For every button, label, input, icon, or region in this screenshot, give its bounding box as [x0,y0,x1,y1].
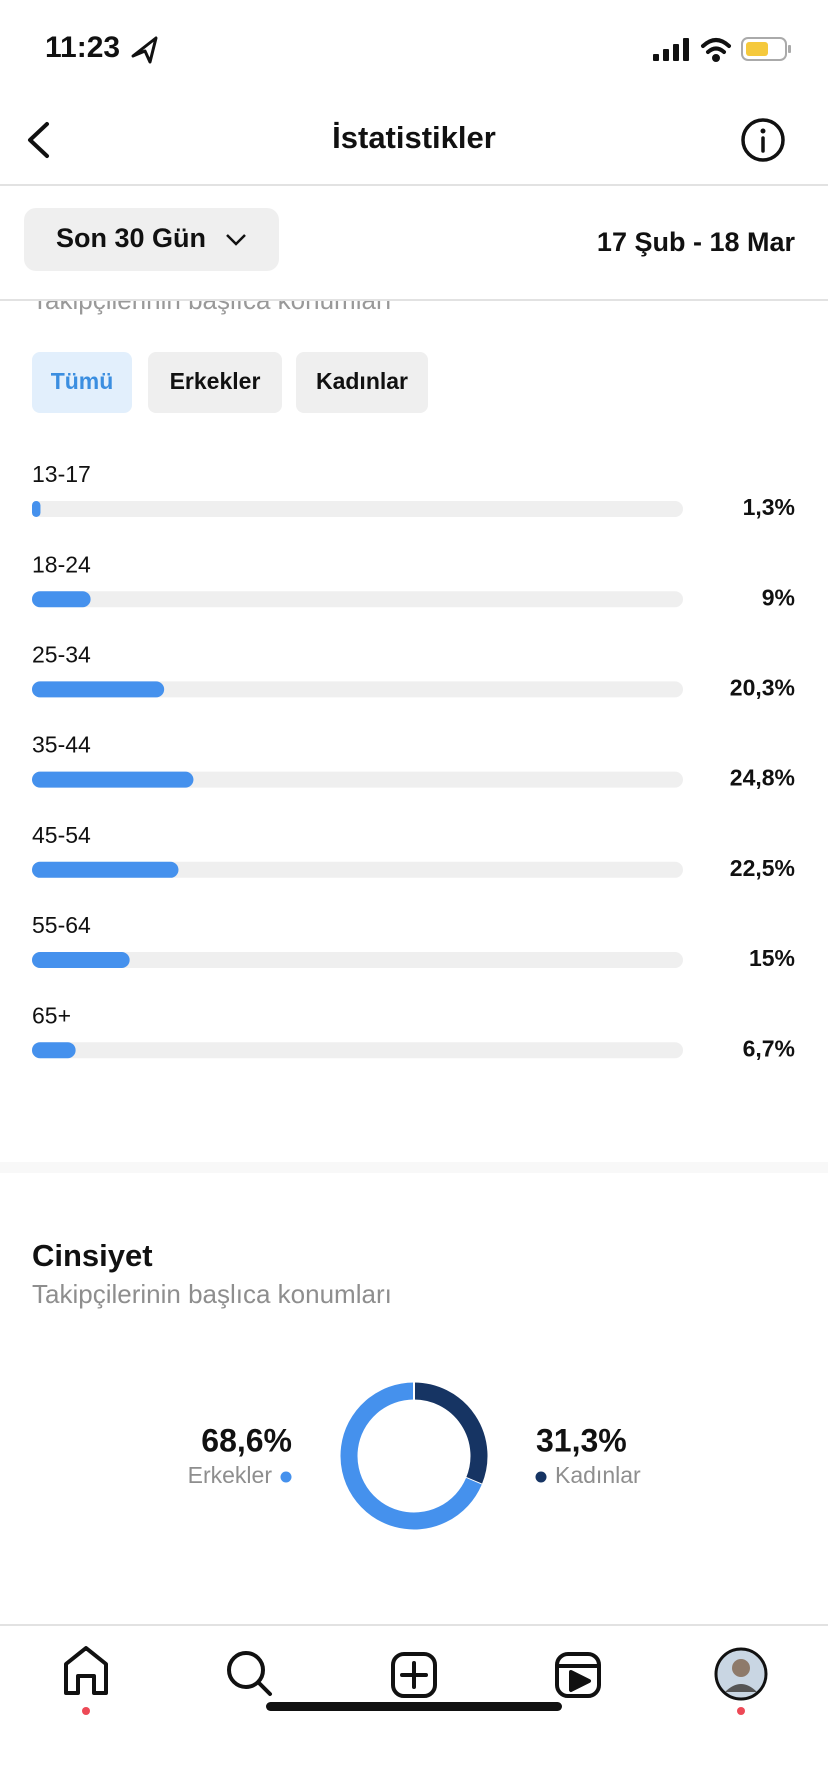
bar-track [32,1042,683,1059]
home-indicator [266,1702,562,1711]
section-title: Cinsiyet [32,1238,153,1273]
value-label: 22,5% [730,855,795,881]
bar [32,501,41,517]
bar [32,681,165,698]
bar-track [32,771,683,788]
tab-men[interactable]: Erkekler [148,352,282,413]
donut-segment [340,1382,482,1530]
battery-level [746,42,768,56]
period-dropdown[interactable]: Son 30 Gün [24,208,279,271]
period-label: Son 30 Gün [56,223,206,253]
gender-value: 31,3% [536,1422,627,1458]
bar [32,591,91,608]
battery-cap [788,45,791,53]
chevron [226,234,246,246]
create-tab[interactable] [391,1652,437,1698]
value-label: 1,3% [743,494,795,520]
age-label: 45-54 [32,822,91,848]
signal-icon [653,38,689,61]
bar [32,771,194,788]
info-button[interactable] [741,118,785,162]
notification-dot [737,1707,745,1715]
donut-segment [413,1382,488,1485]
tab-women[interactable]: Kadınlar [296,352,428,413]
notification-dot [82,1707,90,1715]
bar-track [32,681,683,698]
bar [32,861,179,878]
value-label: 15% [749,945,795,971]
reels-tab[interactable] [555,1652,601,1698]
value-label: 9% [762,584,795,610]
bar-track [32,952,683,968]
search-tab[interactable] [227,1651,272,1696]
bar-track [32,861,683,878]
value-label: 6,7% [743,1035,795,1061]
tab-label: Erkekler [170,368,261,394]
gender-value: 68,6% [201,1422,292,1458]
profile-tab[interactable] [714,1647,768,1701]
tab-label: Tümü [51,368,114,394]
status-time: 11:23 [45,31,120,64]
age-label: 18-24 [32,551,91,577]
value-label: 24,8% [730,765,795,791]
section-separator [0,1162,828,1173]
battery-icon [741,37,787,61]
tab-all[interactable]: Tümü [32,352,132,413]
gender-label: Erkekler [188,1462,273,1488]
gender-label: Kadınlar [555,1462,641,1488]
location-icon [131,36,158,64]
value-label: 20,3% [730,674,795,700]
page-title: İstatistikler [332,120,496,155]
bar [32,952,130,968]
home-tab[interactable] [64,1646,108,1695]
bar-track [32,591,683,608]
legend-dot [280,1471,292,1483]
age-label: 35-44 [32,732,91,758]
tab-label: Kadınlar [316,368,408,394]
age-label: 13-17 [32,461,91,487]
bar-track [32,501,683,517]
legend-dot [535,1471,547,1483]
bar [32,1042,76,1059]
section-subtitle: Takipçilerinin başlıca konumları [32,1279,392,1309]
age-label: 65+ [32,1002,71,1028]
age-label: 55-64 [32,912,91,938]
age-label: 25-34 [32,641,91,667]
date-range: 17 Şub - 18 Mar [597,227,796,257]
wifi-icon [701,38,731,62]
back-button[interactable] [28,122,49,158]
